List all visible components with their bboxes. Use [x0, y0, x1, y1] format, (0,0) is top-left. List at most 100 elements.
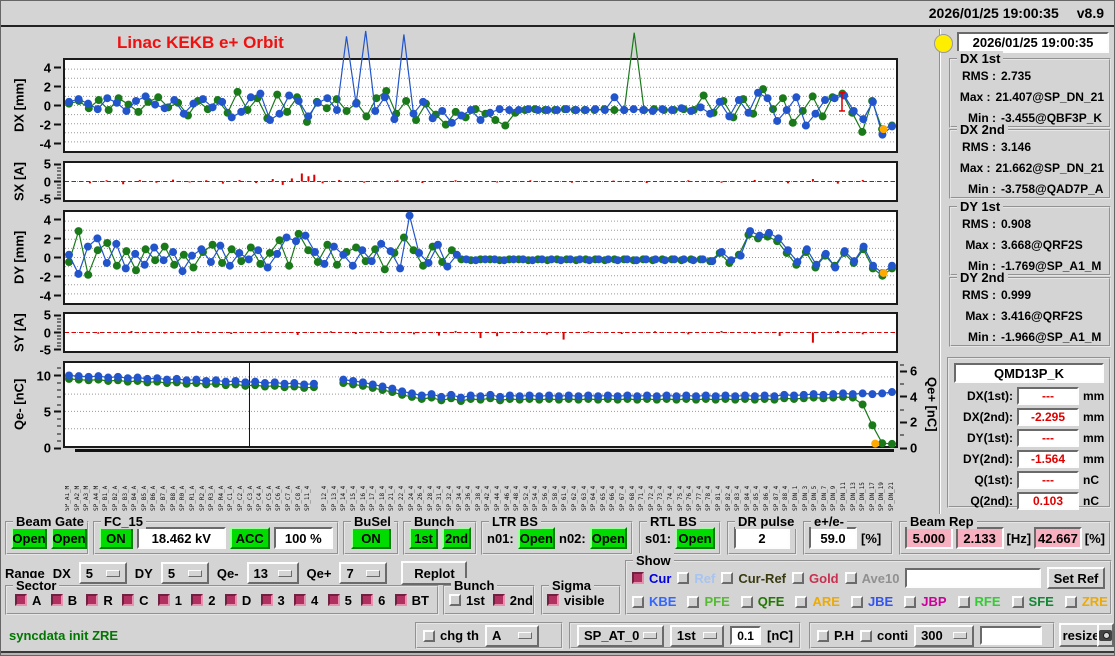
sy-chart[interactable] [63, 312, 898, 353]
show-jbp-checkbox[interactable]: JBP [904, 594, 947, 609]
ltr-n01-button[interactable]: Open [517, 527, 555, 549]
bunch-1st-button[interactable]: 1st [409, 527, 438, 549]
show-sfe-checkbox[interactable]: SFE [1011, 594, 1054, 609]
bpm-label: SP_DN_17 [868, 482, 876, 511]
checkbox-icon [687, 595, 700, 608]
show-ave10-checkbox[interactable]: Ave10 [844, 571, 899, 586]
sector-checkbox-5[interactable]: 5 [327, 592, 352, 608]
monitor-row: Q(2nd): 0.103 nC [949, 490, 1109, 511]
range-dy-dropdown[interactable]: 5 [160, 562, 209, 584]
bunch-2nd-checkbox[interactable]: 2nd [492, 593, 533, 608]
sector-checkbox-6[interactable]: 6 [361, 593, 385, 608]
qe-chart[interactable] [63, 361, 898, 448]
show-are-checkbox[interactable]: ARE [795, 594, 840, 609]
bpm-label: SP_48_4 [513, 485, 521, 511]
show-gold-checkbox[interactable]: Gold [792, 571, 839, 586]
bpm-label: SP_38_4 [474, 485, 482, 511]
threshold-input[interactable]: 0.1 [730, 626, 761, 645]
axis-tick: 5 [44, 308, 61, 323]
range-qe-minus-dropdown[interactable]: 13 [246, 562, 299, 584]
set-ref-button[interactable]: Set Ref [1047, 567, 1105, 589]
sector-checkbox-r[interactable]: R [86, 592, 113, 608]
dr-pulse-field[interactable]: 2 [734, 527, 790, 549]
bpm-label: SP_34_4 [455, 485, 463, 511]
sector-checkbox-d[interactable]: D [224, 593, 251, 608]
axis-tick [57, 404, 61, 405]
beam-gate-button-1[interactable]: Open [11, 527, 47, 549]
ph-checkbox[interactable]: P.H [817, 628, 854, 643]
sector-checkbox-bt[interactable]: BT [394, 593, 429, 608]
axis-tick [57, 418, 61, 420]
show-qfe-checkbox[interactable]: QFE [740, 594, 784, 609]
sector-item-label: 5 [344, 592, 352, 608]
fc15-label: FC_15 [101, 514, 147, 529]
bpm-select-dropdown[interactable]: SP_AT_0 [577, 624, 664, 647]
beam-gate-button-2[interactable]: Open [51, 527, 87, 549]
chg-th-checkbox[interactable]: chg th [423, 628, 479, 643]
busel-on-button[interactable]: ON [351, 527, 391, 549]
monitor-name-field[interactable]: QMD13P_K [954, 363, 1104, 383]
sector-checkbox-4[interactable]: 4 [294, 593, 318, 608]
rtl-s01-button[interactable]: Open [675, 527, 715, 549]
axis-tick-label: 2 [43, 79, 51, 94]
sector-checkbox-2[interactable]: 2 [191, 593, 216, 608]
extra-input[interactable] [980, 626, 1043, 645]
range-bar: Range DX 5 DY 5 Qe- 13 Qe+ 7 Replot [5, 560, 468, 586]
resize-button[interactable]: resize [1059, 623, 1103, 647]
sector-checkbox-b[interactable]: B [50, 593, 77, 608]
axis-tick-mark [54, 123, 61, 126]
fc15-group: FC_15 ON 18.462 kV ACC 100 % [93, 514, 339, 555]
axis-tick-mark [57, 433, 61, 434]
show-pfe-checkbox[interactable]: PFE [687, 594, 730, 609]
axis-tick-mark [57, 345, 61, 347]
checkbox-icon [50, 594, 63, 606]
bunch-1st-checkbox[interactable]: 1st [449, 593, 485, 608]
ref-name-input[interactable] [905, 568, 1041, 588]
bpm-label: SP_R4_A [217, 485, 225, 511]
sector-checkbox-c[interactable]: C [122, 593, 148, 608]
sx-chart[interactable] [63, 161, 898, 202]
show-cur-ref-checkbox[interactable]: Cur-Ref [721, 571, 786, 586]
fc15-kv-field[interactable]: 18.462 kV [136, 527, 226, 549]
sector-select-dropdown[interactable]: A [485, 624, 539, 647]
bpm-label: SP_75_4 [676, 485, 684, 511]
show-rfe-checkbox[interactable]: RFE [957, 594, 1001, 609]
dy-chart[interactable] [63, 210, 898, 305]
dy-axis-title: DY [mm] [11, 230, 27, 285]
show-zre-checkbox[interactable]: ZRE [1064, 594, 1108, 609]
bunch-select-dropdown[interactable]: 1st [669, 624, 725, 647]
e-ratio-field[interactable]: 59.0 [809, 527, 857, 549]
bpm-label: SP_B5_A [140, 485, 148, 511]
show-ref-checkbox[interactable]: Ref [677, 571, 715, 586]
sigma-visible-checkbox[interactable]: visible [547, 593, 604, 608]
show-cur-checkbox[interactable]: Cur [632, 571, 671, 586]
dx-chart[interactable] [63, 30, 898, 153]
range-dx-dropdown[interactable]: 5 [78, 562, 127, 584]
busel-label: BuSel [351, 514, 394, 529]
axis-tick-mark [54, 163, 61, 166]
monitor-row-unit: mm [1083, 430, 1105, 445]
axis-tick-mark [57, 440, 61, 442]
sector-checkbox-1[interactable]: 1 [157, 593, 182, 608]
bpm-label: SP_58_4 [551, 485, 559, 511]
acquire-group: P.H conti 300 [809, 622, 1055, 649]
axis-tick [57, 191, 61, 193]
show-jbe-checkbox[interactable]: JBE [850, 594, 893, 609]
beam-rep-value-3: 42.667 [1034, 527, 1082, 549]
fc15-acc-button[interactable]: ACC [229, 527, 270, 549]
show-kbe-checkbox[interactable]: KBE [632, 594, 676, 609]
bunch-2nd-button[interactable]: 2nd [442, 527, 471, 549]
bpm-label: SP_R2_A [198, 485, 206, 511]
range-qe-plus-dropdown[interactable]: 7 [339, 562, 388, 584]
sector-item-label: R [103, 592, 113, 608]
sector-checkbox-a[interactable]: A [15, 593, 41, 608]
ltr-n02-button[interactable]: Open [589, 527, 627, 549]
sector-checkbox-3[interactable]: 3 [260, 593, 285, 608]
fc15-on-button[interactable]: ON [99, 527, 133, 549]
count-dropdown[interactable]: 300 [914, 624, 975, 647]
snapshot-button[interactable] [1097, 623, 1114, 647]
fc15-percent-field[interactable]: 100 % [273, 527, 334, 549]
checkbox-icon [817, 629, 829, 642]
axis-tick-mark [57, 170, 61, 172]
conti-checkbox[interactable]: conti [860, 628, 908, 643]
